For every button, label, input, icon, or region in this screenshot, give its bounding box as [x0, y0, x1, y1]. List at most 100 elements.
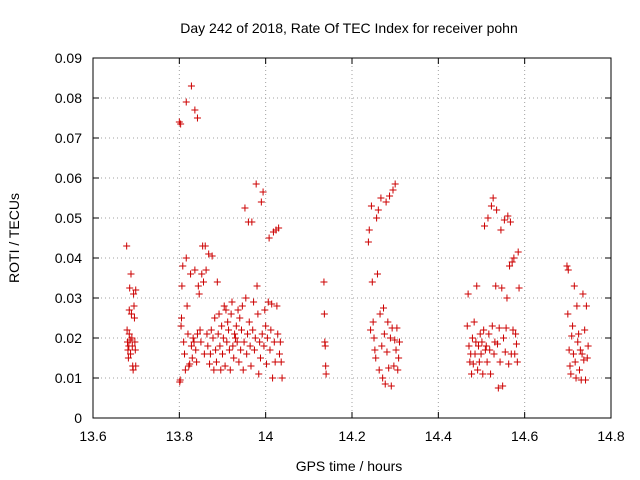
data-point	[395, 338, 403, 346]
data-point	[485, 330, 493, 338]
data-point	[217, 366, 225, 374]
data-point	[489, 194, 497, 202]
data-point	[230, 354, 238, 362]
data-point	[261, 306, 269, 314]
data-point	[267, 326, 275, 334]
data-point	[233, 338, 241, 346]
data-point	[380, 330, 388, 338]
data-point	[131, 338, 139, 346]
data-point	[203, 330, 211, 338]
y-tick-label: 0.04	[55, 250, 82, 266]
data-point	[177, 314, 185, 322]
data-point	[512, 330, 520, 338]
data-point	[180, 338, 188, 346]
data-point	[187, 270, 195, 278]
y-tick-label: 0.02	[55, 330, 82, 346]
data-point	[177, 120, 185, 128]
axis-ticks	[92, 57, 612, 419]
data-points	[123, 82, 592, 392]
data-point	[369, 318, 377, 326]
data-point	[389, 186, 397, 194]
data-point	[484, 214, 492, 222]
data-point	[212, 358, 220, 366]
data-point	[582, 302, 590, 310]
data-point	[583, 354, 591, 362]
data-point	[481, 222, 489, 230]
data-point	[130, 314, 138, 322]
x-tick-label: 14.4	[425, 428, 452, 444]
data-point	[571, 358, 579, 366]
data-point	[220, 302, 228, 310]
data-point	[237, 346, 245, 354]
chart-title: Day 242 of 2018, Rate Of TEC Index for r…	[180, 20, 517, 36]
data-point	[231, 330, 239, 338]
data-point	[574, 338, 582, 346]
data-point	[128, 334, 136, 342]
data-point	[493, 340, 501, 348]
data-point	[469, 360, 477, 368]
data-point	[187, 82, 195, 90]
data-point	[487, 370, 495, 378]
data-point	[210, 366, 218, 374]
data-point	[181, 366, 189, 374]
data-point	[468, 370, 476, 378]
data-point	[275, 224, 283, 232]
data-point	[256, 354, 264, 362]
data-point	[213, 278, 221, 286]
data-point	[322, 370, 330, 378]
data-point	[390, 362, 398, 370]
data-point	[232, 322, 240, 330]
data-point	[582, 376, 590, 384]
data-point	[209, 334, 217, 342]
y-tick-label: 0.01	[55, 370, 82, 386]
data-point	[569, 350, 577, 358]
data-point	[482, 342, 490, 350]
data-point	[200, 350, 208, 358]
data-point	[395, 354, 403, 362]
data-point	[249, 326, 257, 334]
data-point	[375, 366, 383, 374]
data-point	[128, 342, 136, 350]
data-point	[505, 360, 513, 368]
data-point	[132, 362, 140, 370]
data-point	[579, 290, 587, 298]
y-tick-label: 0.08	[55, 90, 82, 106]
data-point	[483, 358, 491, 366]
data-point	[131, 346, 139, 354]
data-point	[573, 302, 581, 310]
data-point	[271, 358, 279, 366]
data-point	[575, 366, 583, 374]
data-point	[368, 278, 376, 286]
data-point	[475, 358, 483, 366]
data-point	[243, 350, 251, 358]
data-point	[515, 284, 523, 292]
data-point	[367, 326, 375, 334]
data-point	[512, 340, 520, 348]
data-point	[127, 270, 135, 278]
data-point	[231, 334, 239, 342]
data-point	[576, 346, 584, 354]
data-point	[198, 270, 206, 278]
data-point	[247, 362, 255, 370]
data-point	[238, 302, 246, 310]
data-point	[502, 324, 510, 332]
data-point	[275, 350, 283, 358]
data-point	[578, 350, 586, 358]
x-tick-label: 13.6	[79, 428, 106, 444]
data-point	[567, 370, 575, 378]
x-tick-label: 14.2	[338, 428, 365, 444]
data-point	[377, 194, 385, 202]
data-point	[494, 384, 502, 392]
data-point	[126, 284, 134, 292]
data-point	[572, 374, 580, 382]
data-point	[566, 362, 574, 370]
data-point	[254, 310, 262, 318]
data-point	[465, 342, 473, 350]
data-point	[495, 324, 503, 332]
data-point	[248, 218, 256, 226]
x-tick-label: 14.8	[597, 428, 624, 444]
data-point	[224, 318, 232, 326]
data-point	[225, 326, 233, 334]
data-point	[212, 346, 220, 354]
data-point	[130, 302, 138, 310]
